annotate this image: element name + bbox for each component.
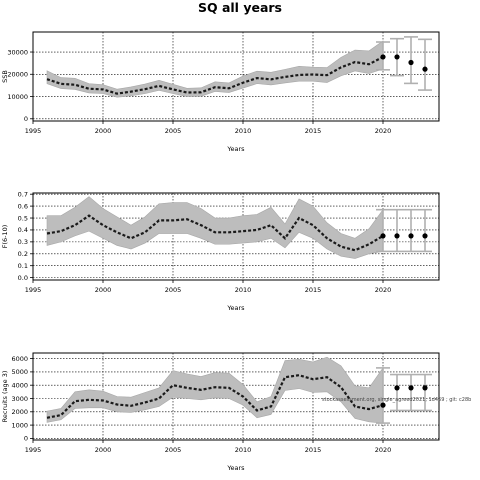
y-tick-label: 0.2: [18, 250, 28, 258]
panel-ssb: 1995 2000 2005 2010 2015 2020 0 10000 20000 30000…: [1, 31, 440, 153]
x-tick-label: 2010: [235, 446, 252, 454]
y-tick-label: 0.4: [18, 226, 28, 234]
x-tick-label: 2015: [305, 127, 322, 135]
x-tick-label: 2020: [375, 127, 392, 135]
y-tick-label: 20000: [7, 71, 28, 79]
x-tick-label: 2005: [165, 446, 182, 454]
x-tick-label: 2000: [95, 127, 112, 135]
y-tick-label: 30000: [7, 48, 28, 56]
forecast-point: [422, 385, 428, 391]
forecast-point: [408, 59, 414, 66]
forecast-point: [380, 54, 386, 60]
x-tick-label: 2015: [305, 446, 322, 454]
forecast-point: [422, 66, 428, 72]
forecast-point: [422, 233, 428, 239]
y-tick-label: 5000: [11, 368, 28, 376]
estimate-line: [46, 55, 384, 95]
axes-frame: [32, 31, 440, 122]
y-tick-label: 0: [24, 115, 28, 123]
panel-fbar: 1995 2000 2005 2010 2015 2020 0.0 0.1 0.2 0.3 0.4 0…: [1, 190, 440, 312]
forecast-point: [394, 233, 400, 239]
y-axis-label: Recruits (age 3): [1, 371, 9, 423]
forecast-point: [394, 385, 400, 391]
y-tick-label: 3000: [11, 395, 28, 403]
y-tick-label: 2000: [11, 408, 28, 416]
x-tick-label: 2010: [235, 127, 252, 135]
forecast-point: [408, 233, 414, 239]
figure-title: SQ all years: [198, 0, 282, 15]
x-tick-label: 2005: [165, 286, 182, 294]
estimate-line: [46, 374, 384, 419]
y-tick-label: 10000: [7, 93, 28, 101]
forecast-point: [408, 385, 414, 391]
y-tick-label: 0.1: [18, 262, 28, 270]
panel-recruits: 1995 2000 2005 2010 2015 2020 0 1000 2000 3000 400…: [1, 352, 440, 472]
x-tick-label: 1995: [25, 446, 42, 454]
watermark-text: stockassessment.org, single_agreed2021, …: [322, 397, 471, 403]
y-tick-label: 0.7: [18, 190, 28, 198]
axes-frame: [32, 192, 440, 281]
y-tick-label: 0: [24, 435, 28, 443]
forecast-point: [380, 233, 386, 239]
x-tick-label: 1995: [25, 127, 42, 135]
y-tick-label: 1000: [11, 421, 28, 429]
panels: 1995 2000 2005 2010 2015 20200100002000030000…: [1, 31, 471, 472]
forecast-point: [380, 402, 386, 408]
estimate-line: [46, 214, 384, 252]
axes-frame: [32, 352, 440, 441]
x-tick-label: 2005: [165, 127, 182, 135]
x-tick-label: 2020: [375, 446, 392, 454]
x-tick-label: 2010: [235, 286, 252, 294]
y-tick-label: 0.5: [18, 214, 28, 222]
x-axis-label: Years: [226, 304, 245, 312]
x-axis-label: Years: [226, 145, 245, 153]
forecast-point: [394, 54, 400, 60]
x-tick-label: 2000: [95, 286, 112, 294]
x-tick-label: 2015: [305, 286, 322, 294]
y-tick-label: 0.6: [18, 202, 28, 210]
x-tick-label: 1995: [25, 286, 42, 294]
y-tick-label: 0.3: [18, 238, 28, 246]
y-tick-label: 0.0: [18, 274, 28, 282]
x-tick-label: 2020: [375, 286, 392, 294]
y-axis-label: F(6-10): [1, 225, 9, 249]
x-tick-label: 2000: [95, 446, 112, 454]
x-axis-label: Years: [226, 464, 245, 472]
y-tick-label: 6000: [11, 355, 28, 363]
y-tick-label: 4000: [11, 381, 28, 389]
y-axis-label: SSB: [1, 70, 9, 83]
